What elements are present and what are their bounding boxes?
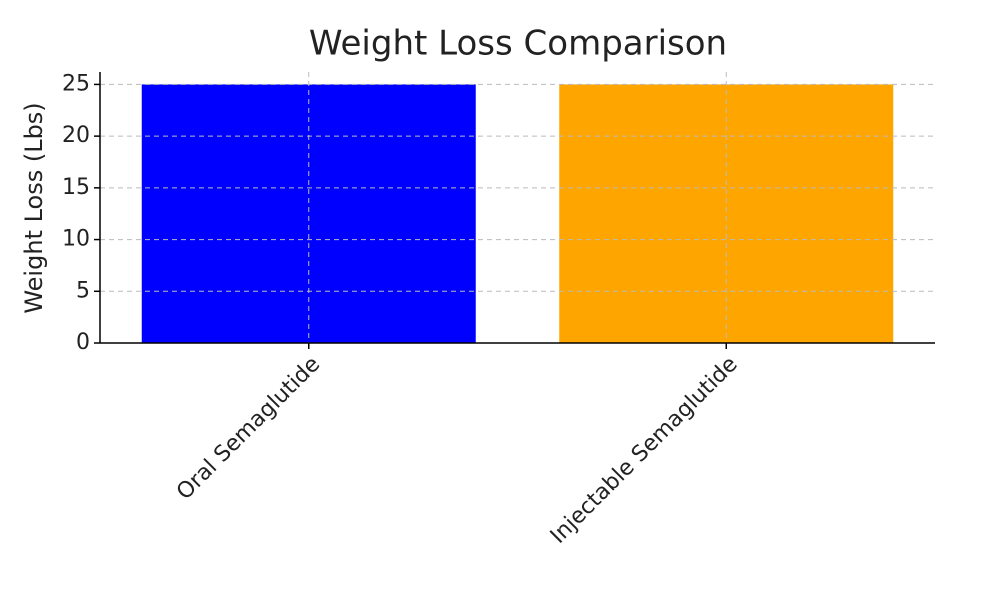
y-tick-label: 25	[62, 71, 90, 96]
bar	[141, 84, 476, 343]
y-tick-label: 0	[76, 330, 90, 355]
y-tick-label: 20	[62, 123, 90, 148]
chart-title: Weight Loss Comparison	[309, 24, 727, 64]
y-tick-label: 10	[62, 227, 90, 252]
x-tick-label: Oral Semaglutide	[172, 352, 325, 505]
y-axis-label: Weight Loss (Lbs)	[20, 102, 48, 313]
y-tick-label: 5	[76, 278, 90, 303]
bar	[559, 84, 894, 343]
x-tick-label: Injectable Semaglutide	[546, 352, 743, 549]
y-tick-label: 15	[62, 175, 90, 200]
